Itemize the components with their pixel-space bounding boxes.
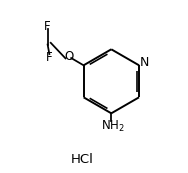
Text: N: N bbox=[140, 56, 149, 69]
Text: F: F bbox=[46, 51, 53, 64]
Text: O: O bbox=[64, 50, 73, 63]
Text: NH$_2$: NH$_2$ bbox=[102, 119, 125, 134]
Text: HCl: HCl bbox=[70, 153, 93, 166]
Text: F: F bbox=[44, 20, 51, 33]
